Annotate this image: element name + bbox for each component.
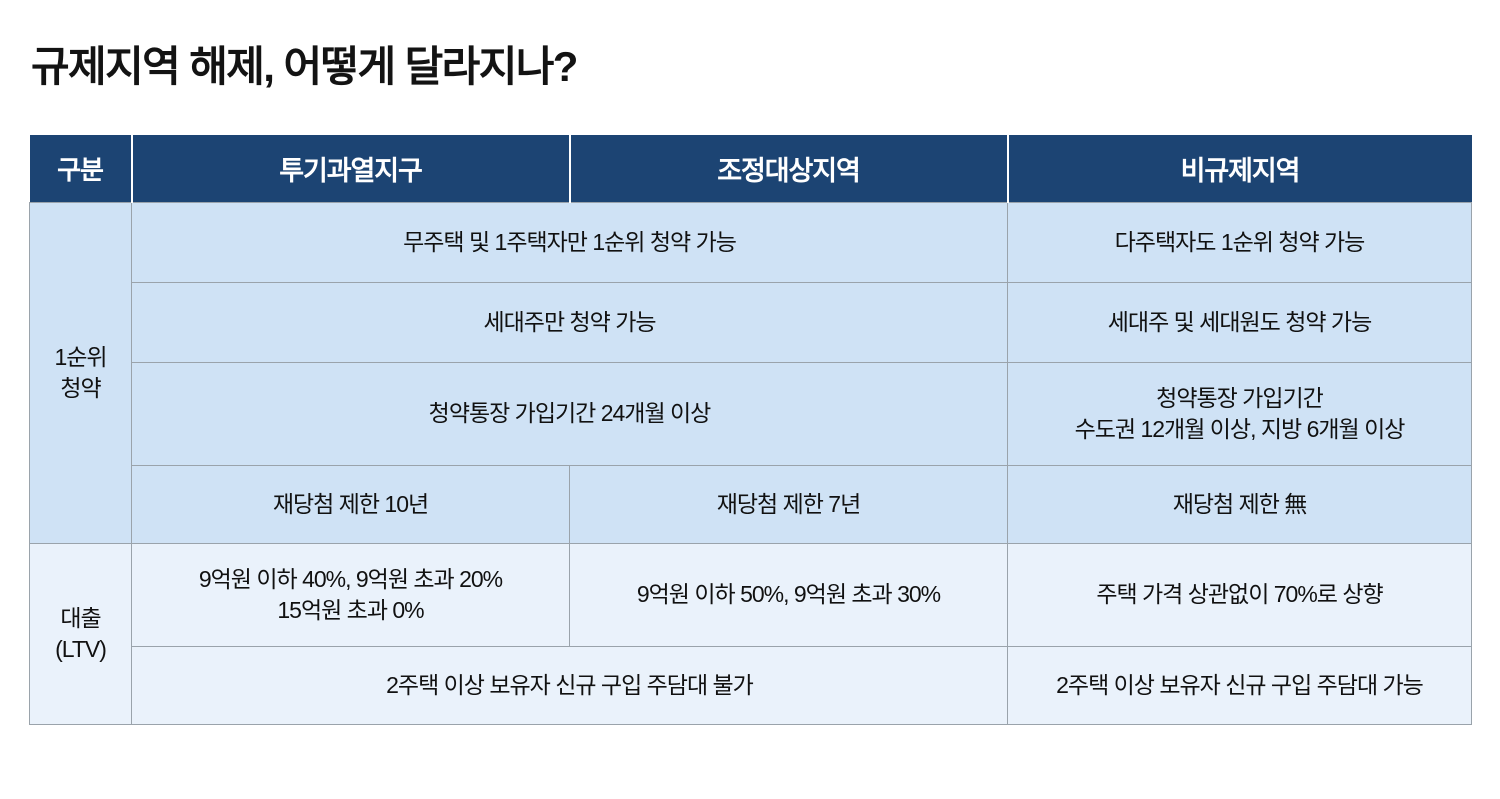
cell-r6-col3: 2주택 이상 보유자 신규 구입 주담대 가능 (1007, 645, 1472, 725)
cell-r1-merged: 무주택 및 1주택자만 1순위 청약 가능 (131, 201, 1008, 283)
cell-r5-col2: 9억원 이하 50%, 9억원 초과 30% (569, 542, 1008, 647)
section-label-line1: 1순위 (54, 344, 107, 371)
column-header-label: 구분 (29, 135, 133, 203)
column-header-speculative-overheated-zone: 투기과열지구 (131, 135, 571, 203)
table-row: 재당첨 제한 10년 재당첨 제한 7년 재당첨 제한 無 (30, 464, 1472, 544)
table-body: 1순위 청약 무주택 및 1주택자만 1순위 청약 가능 다주택자도 1순위 청… (29, 201, 1472, 725)
section-label-loan-line2: (LTV) (55, 635, 107, 662)
cell-r3-col3-line2: 수도권 12개월 이상, 지방 6개월 이상 (1074, 415, 1406, 442)
cell-r5-col1: 9억원 이하 40%, 9억원 초과 20% 15억원 초과 0% (131, 542, 570, 647)
section-label-loan-ltv: 대출 (LTV) (29, 542, 132, 725)
comparison-table-container: 구분 투기과열지구 조정대상지역 비규제지역 1순위 청약 무주택 및 1주택자… (29, 135, 1472, 725)
table-row: 세대주만 청약 가능 세대주 및 세대원도 청약 가능 (30, 281, 1472, 363)
table-row: 2주택 이상 보유자 신규 구입 주담대 불가 2주택 이상 보유자 신규 구입… (30, 645, 1472, 725)
cell-r5-col1-line1: 9억원 이하 40%, 9억원 초과 20% (198, 566, 503, 593)
table-row: 대출 (LTV) 9억원 이하 40%, 9억원 초과 20% 15억원 초과 … (29, 542, 1472, 725)
section-label-line2: 청약 (60, 374, 101, 401)
section-label-loan-line1: 대출 (60, 605, 101, 632)
section-label-first-priority-subscription: 1순위 청약 (29, 201, 132, 544)
cell-r4-col1: 재당첨 제한 10년 (131, 464, 570, 544)
cell-r3-col3-line1: 청약통장 가입기간 (1156, 385, 1324, 412)
cell-r6-merged: 2주택 이상 보유자 신규 구입 주담대 불가 (131, 645, 1008, 725)
cell-r5-col3: 주택 가격 상관없이 70%로 상향 (1007, 542, 1472, 647)
cell-r5-col1-line2: 15억원 초과 0% (277, 596, 424, 623)
cell-r2-col3: 세대주 및 세대원도 청약 가능 (1007, 281, 1472, 363)
cell-r2-merged: 세대주만 청약 가능 (131, 281, 1008, 363)
column-header-non-regulated-area: 비규제지역 (1007, 135, 1472, 203)
cell-r1-col3: 다주택자도 1순위 청약 가능 (1007, 201, 1472, 283)
column-header-adjustment-target-area: 조정대상지역 (569, 135, 1009, 203)
cell-r3-merged: 청약통장 가입기간 24개월 이상 (131, 361, 1008, 466)
page-title: 규제지역 해제, 어떻게 달라지나? (31, 43, 578, 90)
comparison-table: 구분 투기과열지구 조정대상지역 비규제지역 1순위 청약 무주택 및 1주택자… (29, 135, 1472, 725)
table-row: 1순위 청약 무주택 및 1주택자만 1순위 청약 가능 다주택자도 1순위 청… (29, 201, 1472, 544)
table-header-row: 구분 투기과열지구 조정대상지역 비규제지역 (29, 135, 1472, 203)
table-header: 구분 투기과열지구 조정대상지역 비규제지역 (29, 135, 1472, 203)
cell-r4-col3: 재당첨 제한 無 (1007, 464, 1472, 544)
cell-r3-col3: 청약통장 가입기간 수도권 12개월 이상, 지방 6개월 이상 (1007, 361, 1472, 466)
cell-r4-col2: 재당첨 제한 7년 (569, 464, 1008, 544)
table-row: 청약통장 가입기간 24개월 이상 청약통장 가입기간 수도권 12개월 이상,… (30, 361, 1472, 466)
